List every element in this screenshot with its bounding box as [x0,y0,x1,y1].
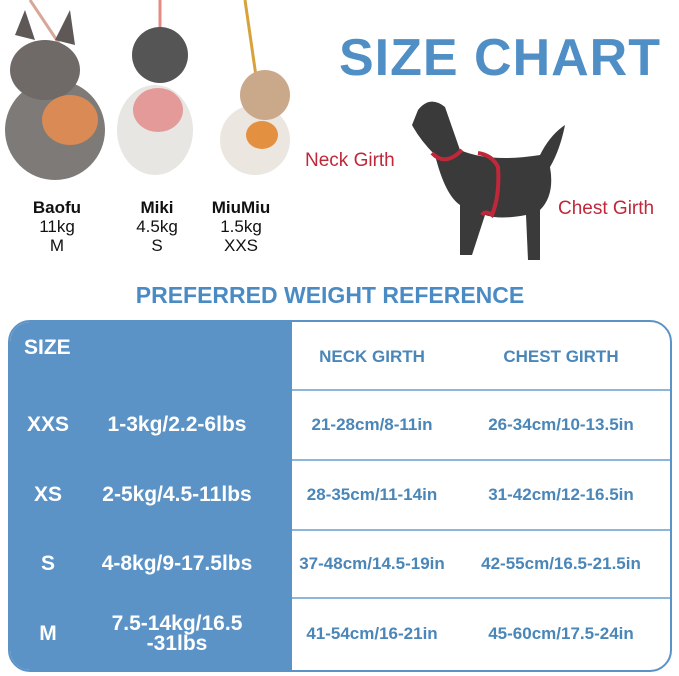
weight-cell: 2-5kg/4.5-11lbs [102,483,252,506]
weight-cell: 7.5-14kg/16.5 -31lbs [111,612,243,655]
chest-cell: 42-55cm/16.5-21.5in [481,554,641,573]
weight-cell: 4-8kg/9-17.5lbs [101,552,253,575]
size-table: SIZE NECK GIRTH CHEST GIRTH XXS 1-3kg/2.2-6l… [8,320,672,672]
size-cell: XS [33,483,62,506]
row-separator [292,597,670,599]
neck-cell: 21-28cm/8-11in [311,415,433,434]
row-separator [292,529,670,531]
neck-cell: 41-54cm/16-21in [306,624,438,643]
row-separator [292,389,670,391]
neck-cell: 37-48cm/14.5-19in [299,554,445,573]
weight-cell: 1-3kg/2.2-6lbs [107,413,247,436]
neck-label: Neck Girth [305,150,395,171]
header-cell: CHEST GIRTH [503,347,619,366]
title: SIZE CHART [339,29,661,87]
chest-cell: 45-60cm/17.5-24in [488,624,634,643]
dog-caption: MiuMiu 1.5kg XXS [211,198,271,255]
row-separator [292,459,670,461]
dog-caption: Miki 4.5kg S [136,198,178,255]
chest-label: Chest Girth [558,198,655,219]
neck-cell: 28-35cm/11-14in [306,485,438,504]
header-cell: SIZE [24,336,71,359]
chest-cell: 31-42cm/12-16.5in [488,485,634,504]
dog-caption: Baofu 11kg M [32,198,82,255]
size-cell: XXS [26,413,70,436]
dog-photos [5,0,290,180]
chest-cell: 26-34cm/10-13.5in [488,415,634,434]
header-cell: NECK GIRTH [319,347,425,366]
size-column [10,322,292,670]
size-cell: M [39,622,57,645]
subtitle: PREFERRED WEIGHT REFERENCE [135,282,525,308]
dog-silhouette [412,101,565,261]
size-cell: S [40,552,55,575]
